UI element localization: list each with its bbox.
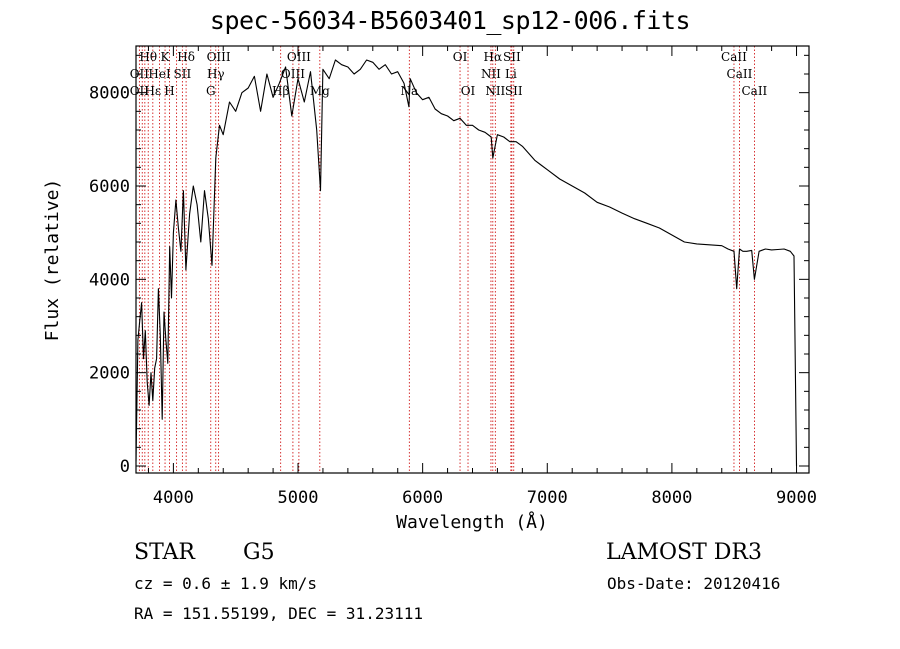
line-label: Hγ [207,67,225,81]
line-label: OI [461,84,476,98]
x-tick-label: 5000 [278,488,319,508]
chart-title: spec-56034-B5603401_sp12-006.fits [209,6,691,35]
plot-frame [135,45,810,474]
spectrum-line [135,59,798,467]
line-label: OI [453,50,468,64]
line-label: SII [505,84,523,98]
line-label: CaII [721,50,747,64]
line-label: Hβ [272,84,289,98]
y-tick-label: 2000 [89,364,130,384]
survey-name: LAMOST DR3 [606,540,762,565]
line-label: OII [130,84,150,98]
line-label: Mg [310,84,330,98]
y-tick-label: 0 [120,457,130,477]
line-label: Hα [484,50,503,64]
x-tick-label: 9000 [776,488,817,508]
line-label: NII [485,84,505,98]
line-label: K [161,50,171,64]
line-label: G [206,84,216,98]
object-subclass: G5 [243,540,275,565]
line-label: Hδ [177,50,195,64]
x-axis-label: Wavelength (Å) [396,511,548,533]
line-label: H [164,84,174,98]
line-label: HeI [148,67,171,81]
line-label: OIII [207,50,231,64]
axis-ticks: 4000 5000 6000 7000 8000 9000 0 2000 4000 6000 800… [89,46,817,508]
y-axis-label: Flux (relative) [42,179,63,342]
object-class: STAR [134,540,195,565]
absorption-line-markers [138,46,755,473]
line-label: OIII [287,50,311,64]
y-tick-label: 8000 [89,84,130,104]
line-label: SII [174,67,192,81]
line-label: SII [503,50,521,64]
y-tick-label: 4000 [89,270,130,290]
line-label: Li [505,67,517,81]
x-tick-label: 4000 [153,488,194,508]
line-label: NII [481,67,501,81]
line-label: CaII [727,67,753,81]
line-label: Hθ [139,50,157,64]
redshift-value: cz = 0.6 ± 1.9 km/s [134,574,318,593]
y-tick-label: 6000 [89,177,130,197]
line-label: CaII [741,84,767,98]
coordinates: RA = 151.55199, DEC = 31.23111 [134,604,423,623]
observation-date: Obs-Date: 20120416 [607,574,781,593]
x-tick-label: 7000 [527,488,568,508]
x-tick-label: 8000 [651,488,692,508]
x-tick-label: 6000 [402,488,443,508]
line-label: Hε [144,84,161,98]
